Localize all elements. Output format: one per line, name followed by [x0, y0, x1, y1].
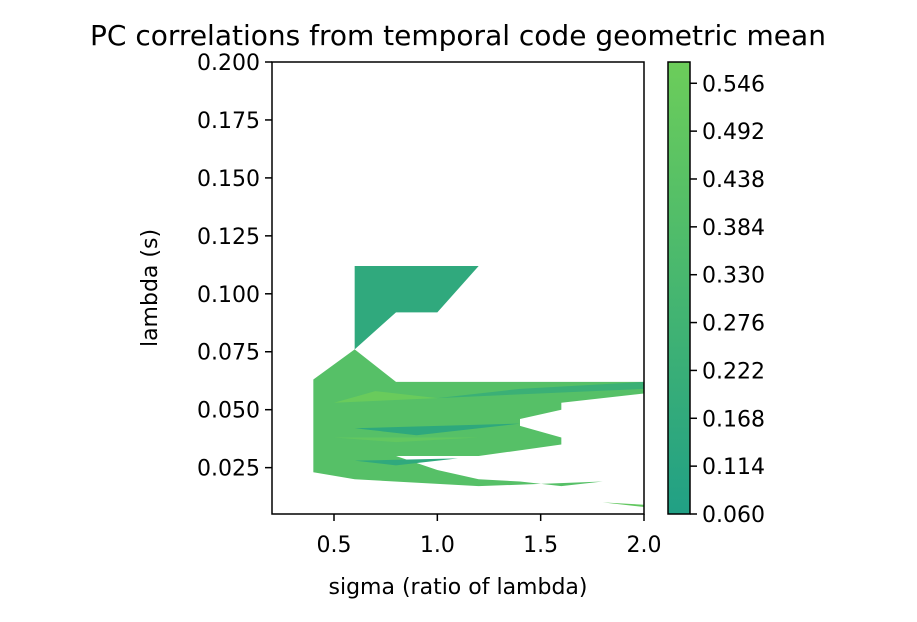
- x-tick-label: 2.0: [627, 533, 662, 558]
- x-axis-label: sigma (ratio of lambda): [329, 575, 588, 600]
- x-tick-label: 1.5: [523, 533, 558, 558]
- heatmap-region-0: [354, 265, 479, 350]
- heatmap-regions: [313, 265, 644, 508]
- colorbar-tick-label: 0.384: [702, 216, 765, 241]
- heatmap-region-3: [334, 391, 438, 403]
- plot-frame: [271, 61, 645, 515]
- x-tick-label: 0.5: [317, 533, 352, 558]
- plot-area: 0.5 1.0 1.5 2.0 0.0250.0500.0750.1000.1250.…: [197, 51, 661, 558]
- y-axis-ticks: 0.025 0.050 0.075 0.100 0.125 0.150 0.175 0.200: [197, 51, 272, 482]
- chart-title: PC correlations from temporal code geome…: [90, 19, 826, 52]
- y-tick-label: 0.125: [197, 225, 260, 250]
- colorbar-tick-label: 0.546: [702, 72, 765, 97]
- y-tick-label: 0.025: [197, 457, 260, 482]
- heatmap-region-5: [334, 437, 479, 443]
- colorbar-ticks: 0.060 0.114 0.168 0.222 0.276 0.330 0.384 0.438…: [690, 72, 765, 528]
- colorbar-tick-label: 0.222: [702, 359, 765, 384]
- y-tick-label: 0.075: [197, 341, 260, 366]
- heatmap-region-7: [602, 502, 644, 508]
- colorbar-tick-label: 0.168: [702, 407, 765, 432]
- colorbar-gradient: [667, 61, 691, 515]
- x-axis-ticks: 0.5 1.0 1.5 2.0: [317, 514, 662, 558]
- colorbar-tick-label: 0.114: [702, 455, 765, 480]
- heatmap-region-4: [354, 423, 520, 436]
- y-tick-label: 0.100: [197, 283, 260, 308]
- colorbar-tick-label: 0.060: [702, 503, 765, 528]
- x-tick-label: 1.0: [420, 533, 455, 558]
- y-tick-label: 0.050: [197, 399, 260, 424]
- heatmap-region-2: [437, 381, 644, 399]
- y-tick-label: 0.200: [197, 51, 260, 76]
- heatmap-region-6: [354, 458, 458, 466]
- heatmap-region-1: [313, 349, 644, 487]
- colorbar-tick-label: 0.438: [702, 168, 765, 193]
- y-axis-label: lambda (s): [138, 229, 163, 347]
- colorbar: 0.060 0.114 0.168 0.222 0.276 0.330 0.384 0.438…: [667, 61, 765, 528]
- colorbar-tick-label: 0.492: [702, 120, 765, 145]
- y-tick-label: 0.150: [197, 167, 260, 192]
- y-tick-label: 0.175: [197, 109, 260, 134]
- colorbar-tick-label: 0.276: [702, 312, 765, 337]
- colorbar-tick-label: 0.330: [702, 264, 765, 289]
